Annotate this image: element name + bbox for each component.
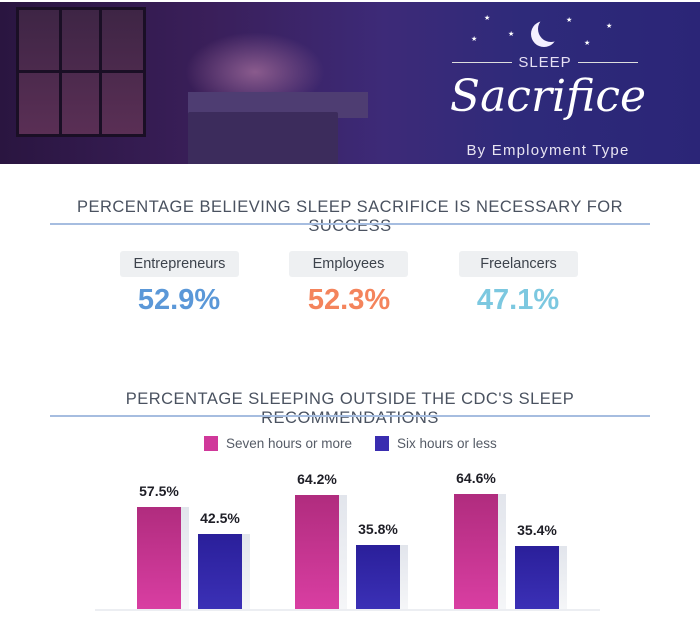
legend-label: Seven hours or more xyxy=(226,436,353,451)
header-banner: ★ ★ ★ ★ ★ ★ SLEEP Sacrifice By Employmen… xyxy=(0,2,700,164)
bar-shadow xyxy=(242,533,250,609)
legend-swatch xyxy=(204,436,218,451)
section2-title: PERCENTAGE SLEEPING OUTSIDE THE CDC'S SL… xyxy=(125,390,575,427)
stat-label-employees: Employees xyxy=(289,251,408,277)
stat-value-entrepreneurs: 52.9% xyxy=(137,284,221,316)
moon-icon xyxy=(538,16,564,42)
bar-seven-hours xyxy=(454,494,498,609)
star-icon: ★ xyxy=(508,31,515,38)
bar-data-label: 64.6% xyxy=(456,470,496,487)
bar-six-hours xyxy=(198,533,242,609)
bar-shadow xyxy=(339,495,347,609)
bar-shadow xyxy=(498,494,506,609)
bar-data-label: 64.2% xyxy=(297,471,337,488)
star-icon: ★ xyxy=(484,15,491,22)
stat-value-employees: 52.3% xyxy=(307,284,391,316)
header-subtitle: By Employment Type xyxy=(466,142,630,159)
star-icon: ★ xyxy=(606,23,613,30)
bar-six-hours xyxy=(356,545,400,609)
bar-seven-hours xyxy=(295,495,339,609)
stat-label-entrepreneurs: Entrepreneurs xyxy=(120,251,239,277)
section1-divider xyxy=(50,223,650,225)
bar-data-label: 42.5% xyxy=(200,509,240,526)
bar-shadow xyxy=(400,545,408,609)
window-illustration xyxy=(16,7,146,137)
legend-item-seven-hours: Seven hours or more xyxy=(204,436,352,451)
bar-data-label: 57.5% xyxy=(139,482,179,499)
bar-data-label: 35.8% xyxy=(358,521,398,538)
header-kicker: SLEEP xyxy=(452,54,638,71)
legend-swatch xyxy=(375,436,389,451)
bar-shadow xyxy=(559,546,567,609)
bar-data-label: 35.4% xyxy=(517,522,557,539)
header-title: Sacrifice xyxy=(449,71,647,122)
bar-seven-hours xyxy=(137,506,181,609)
stat-label-freelancers: Freelancers xyxy=(459,251,578,277)
kicker-text: SLEEP xyxy=(518,54,572,71)
bar-six-hours xyxy=(515,546,559,609)
legend-label: Six hours or less xyxy=(397,436,497,451)
bar-shadow xyxy=(181,506,189,609)
section2-divider xyxy=(50,415,650,417)
stat-value-freelancers: 47.1% xyxy=(476,284,560,316)
legend-item-six-hours: Six hours or less xyxy=(375,436,497,451)
star-icon: ★ xyxy=(584,40,591,47)
star-icon: ★ xyxy=(566,17,573,24)
bed-base xyxy=(188,112,338,164)
star-icon: ★ xyxy=(471,36,478,43)
section1-title: PERCENTAGE BELIEVING SLEEP SACRIFICE IS … xyxy=(76,198,624,235)
chart-baseline xyxy=(95,609,600,611)
